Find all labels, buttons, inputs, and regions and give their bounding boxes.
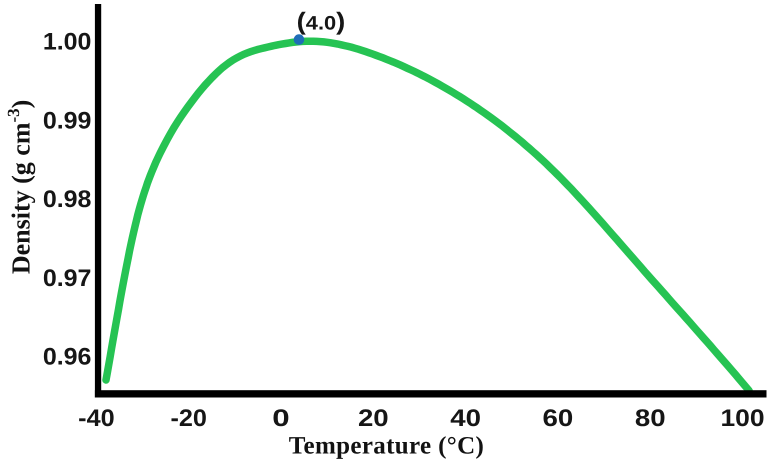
svg-text:80: 80 (635, 405, 666, 432)
svg-text:20: 20 (358, 405, 389, 432)
svg-text:0: 0 (272, 405, 289, 432)
svg-text:40: 40 (450, 405, 481, 432)
svg-text:60: 60 (543, 405, 574, 432)
svg-text:0.99: 0.99 (43, 107, 92, 134)
svg-text:0.97: 0.97 (43, 265, 92, 292)
svg-text:0.98: 0.98 (43, 186, 92, 213)
svg-text:1.00: 1.00 (43, 29, 92, 56)
svg-text:-40: -40 (78, 405, 114, 432)
svg-text:-20: -20 (170, 405, 206, 432)
svg-text:Density (g cm-3): Density (g cm-3) (4, 100, 36, 274)
svg-text:100: 100 (720, 405, 764, 432)
svg-text:Temperature (°C): Temperature (°C) (289, 433, 484, 460)
svg-text:(4.0): (4.0) (297, 8, 346, 35)
svg-text:0.96: 0.96 (43, 344, 92, 371)
